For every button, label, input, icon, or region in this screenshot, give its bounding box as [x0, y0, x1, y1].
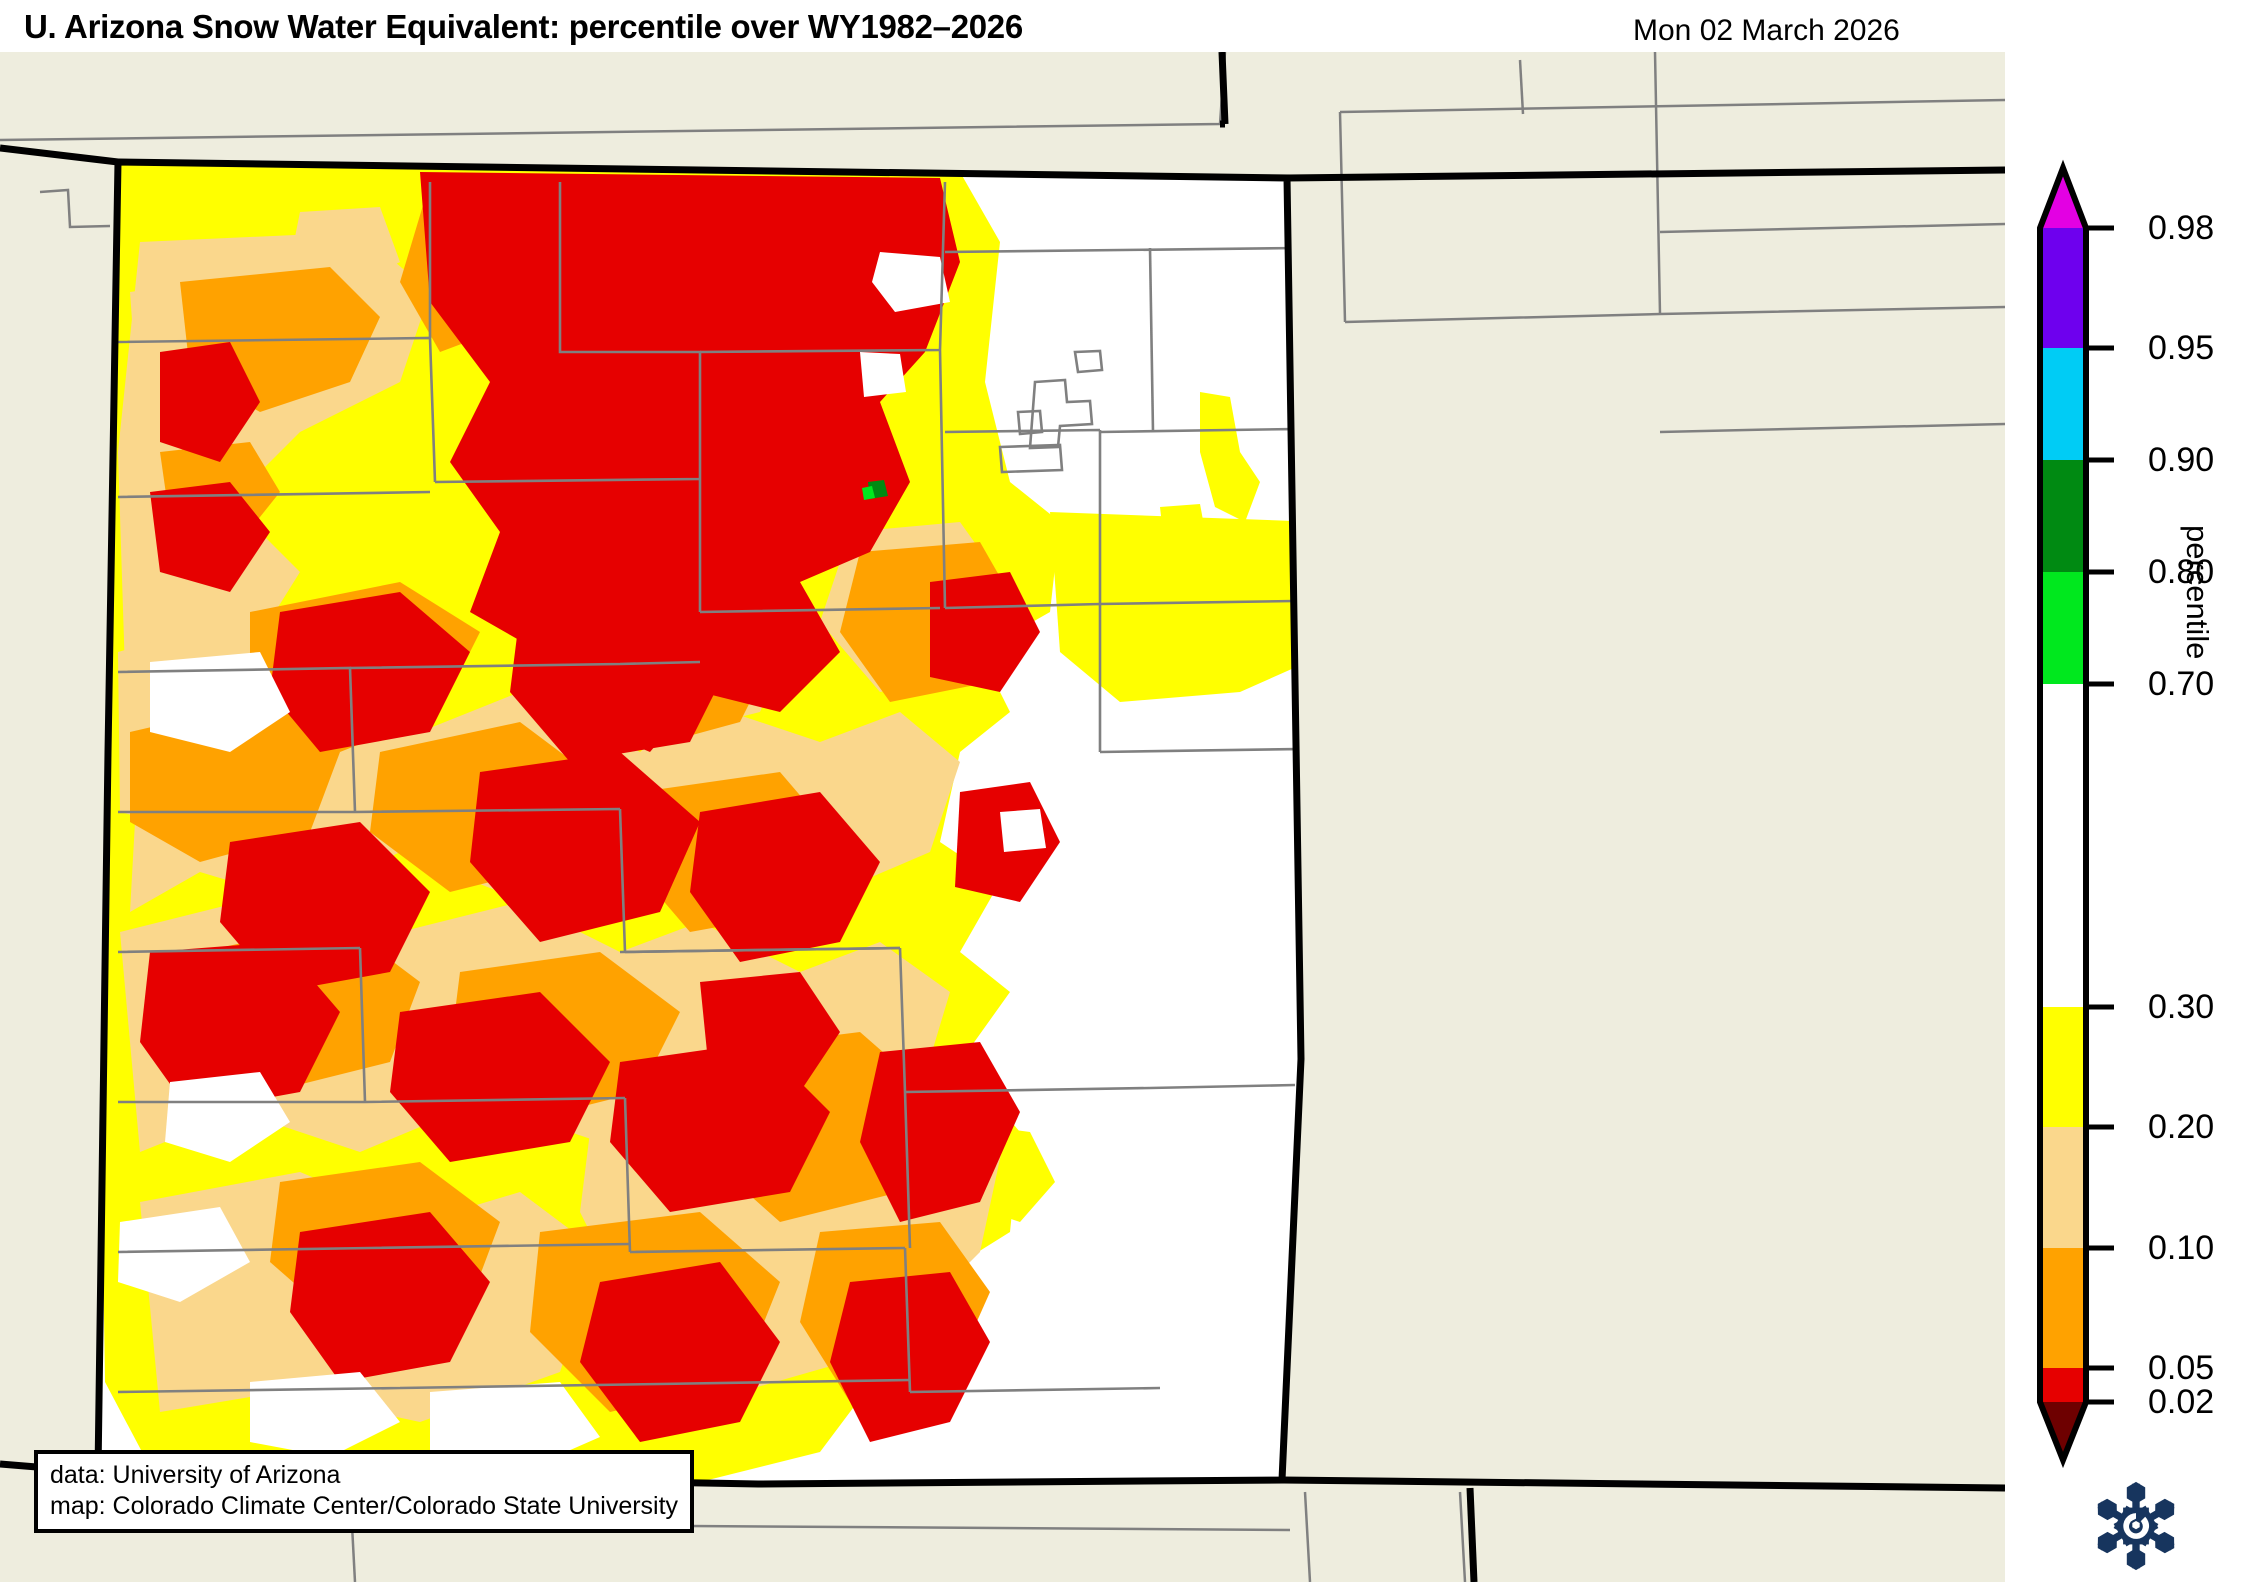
colorbar-band-2	[2040, 460, 2086, 572]
colorbar-band-6	[2040, 1127, 2086, 1248]
snowflake-logo-icon	[2097, 1481, 2175, 1571]
colorado-state-border	[94, 158, 1305, 1488]
colorbar-band-3	[2040, 572, 2086, 684]
colorbar-band-1	[2040, 348, 2086, 460]
colorado-county-lines	[117, 181, 1301, 1394]
colorbar-band-8	[2040, 1368, 2086, 1402]
colorbar-tick-label-9: 0.02	[2148, 1383, 2215, 1421]
colorbar-swatches	[2037, 159, 2114, 1469]
credit-data-line: data: University of Arizona	[50, 1461, 341, 1489]
colorbar-tick-label-2: 0.90	[2148, 441, 2215, 479]
swe-raster	[98, 162, 1301, 1484]
colorbar-tick-label-3: 0.80	[2148, 553, 2215, 591]
colorbar-axis-title: percentile	[2180, 525, 2215, 660]
map-date: Mon 02 March 2026	[1633, 14, 1900, 47]
credit-map-line: map: Colorado Climate Center/Colorado St…	[50, 1491, 679, 1520]
map-canvas[interactable]	[0, 52, 2005, 1582]
colorbar-tick-label-7: 0.10	[2148, 1229, 2215, 1267]
colorbar-tick-label-5: 0.30	[2148, 988, 2215, 1026]
colorbar[interactable]: 0.98 0.95 0.90 0.80 0.70 0.30 0.20 0.10 …	[2030, 110, 2261, 1480]
page-title: U. Arizona Snow Water Equivalent: percen…	[24, 8, 1023, 45]
colorbar-band-0	[2040, 228, 2086, 348]
colorbar-tick-label-4: 0.70	[2148, 665, 2215, 703]
colorbar-tick-label-8: 0.05	[2148, 1349, 2215, 1387]
colorbar-tick-label-6: 0.20	[2148, 1108, 2215, 1146]
attribution-box: data: University of Arizona map: Colorad…	[34, 1450, 695, 1533]
colorbar-tick-label-1: 0.95	[2148, 329, 2215, 367]
colorado-swe-map	[0, 52, 2005, 1582]
colorbar-tick-label-0: 0.98	[2148, 209, 2215, 247]
colorbar-band-7	[2040, 1248, 2086, 1368]
colorbar-band-top-extend	[2040, 168, 2086, 228]
colorbar-band-bottom-extend	[2040, 1402, 2086, 1460]
colorbar-ticks	[2086, 225, 2114, 1405]
colorbar-band-4	[2040, 684, 2086, 1007]
colorbar-band-5	[2040, 1007, 2086, 1127]
